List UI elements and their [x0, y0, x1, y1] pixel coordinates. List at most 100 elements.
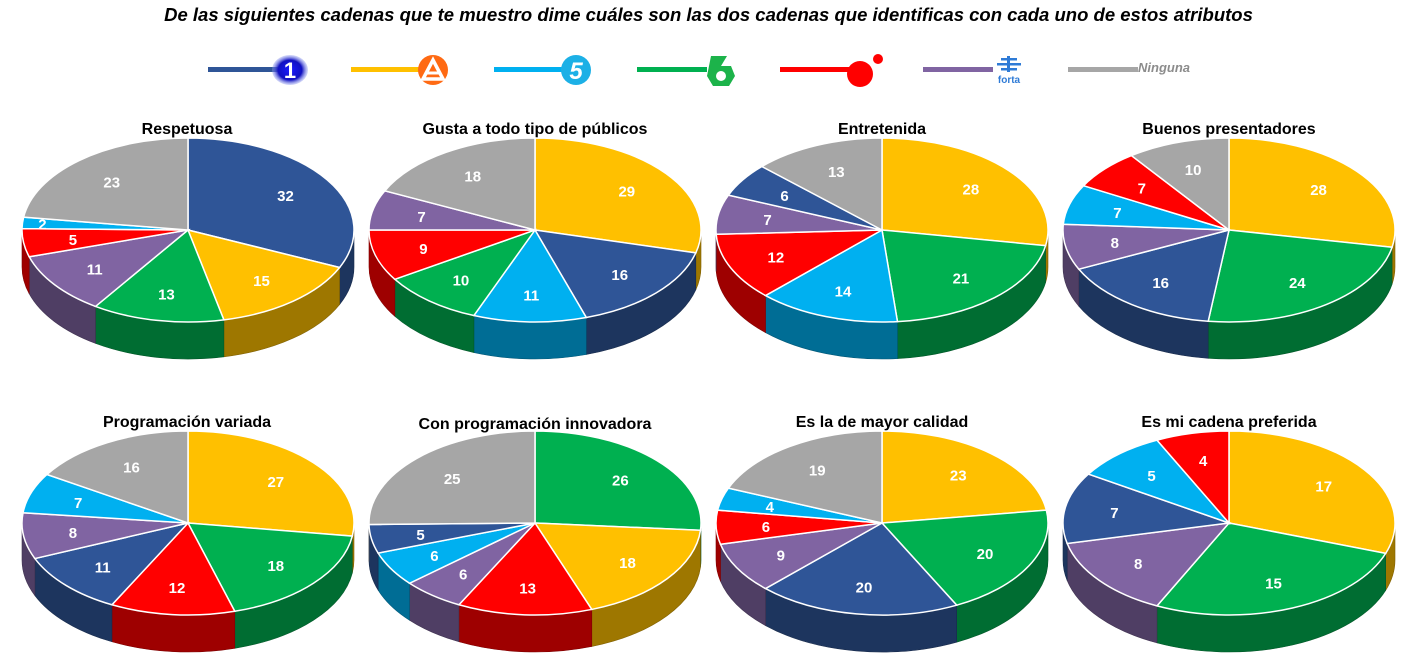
pie-label-ninguna: 10 — [1185, 162, 1202, 179]
legend-line-la1 — [208, 67, 278, 72]
pie-label-la1: 5 — [416, 527, 424, 544]
pie-label-la1: 7 — [1110, 505, 1118, 522]
pie-label-la1: 32 — [277, 188, 294, 205]
pie-label-forta: 8 — [1111, 235, 1119, 252]
svg-text:5: 5 — [569, 58, 583, 85]
la1-logo-icon: 1 — [272, 55, 308, 85]
pie-slice-ninguna — [368, 430, 536, 526]
pie-slice-a3 — [186, 228, 341, 321]
pie-label-cuatro: 12 — [768, 249, 785, 266]
pie-slice-la6 — [186, 522, 354, 613]
pie-label-cuatro: 5 — [69, 232, 77, 249]
pie-label-ninguna: 25 — [444, 471, 461, 488]
pie-title-preferida: Es mi cadena preferida — [1141, 414, 1317, 431]
pie-label-forta: 8 — [1134, 556, 1142, 573]
pie-label-ninguna: 23 — [103, 174, 120, 191]
pie-label-a3: 23 — [950, 467, 967, 484]
pie-label-la6: 21 — [953, 270, 970, 287]
legend-line-la6 — [637, 67, 707, 72]
pie-label-forta: 8 — [69, 525, 77, 542]
pie-label-la1: 11 — [95, 560, 111, 577]
pie-label-t5: 5 — [1147, 468, 1155, 485]
pie-chart-4: 27 18 12 11 8 7 16 — [21, 430, 355, 653]
pie-label-ninguna: 18 — [464, 169, 481, 186]
pie-label-cuatro: 4 — [1199, 453, 1208, 470]
pie-slice-la6 — [393, 228, 537, 317]
pie-label-forta: 7 — [763, 212, 771, 229]
pie-label-la1: 6 — [780, 188, 788, 205]
svg-text:1: 1 — [284, 58, 296, 83]
pie-label-forta: 11 — [87, 261, 103, 278]
pie-title-presentadores: Buenos presentadores — [1142, 121, 1316, 138]
pie-sides — [1062, 229, 1396, 360]
pie-label-a3: 15 — [253, 273, 270, 290]
pie-label-ninguna: 19 — [809, 463, 826, 480]
pie-title-entretenida: Entretenida — [837, 121, 926, 138]
legend-line-t5 — [494, 67, 564, 72]
pie-slice-la1 — [763, 522, 959, 616]
pie-chart-1: 29 16 11 10 9 7 18 — [368, 137, 702, 360]
pie-slice-t5 — [472, 228, 588, 323]
legend-line-forta — [923, 67, 993, 72]
pie-slice-a3 — [534, 137, 702, 254]
pie-label-t5: 11 — [523, 287, 539, 304]
pie-label-t5: 7 — [1113, 205, 1121, 222]
pie-label-cuatro: 12 — [169, 580, 186, 597]
forta-logo-text: forta — [998, 75, 1021, 86]
pie-label-la6: 15 — [1265, 575, 1282, 592]
pie-slice-cuatro — [457, 521, 594, 616]
pie-slice-cuatro — [1155, 430, 1230, 526]
pie-sides — [715, 522, 1049, 653]
legend: 1 5 — [0, 48, 1417, 92]
pie-slice-la6 — [534, 430, 702, 532]
pie-label-la6: 20 — [977, 546, 994, 563]
forta-logo-icon: forta — [997, 56, 1021, 86]
pie-slice-t5 — [1086, 439, 1232, 525]
pie-label-la1: 20 — [856, 580, 873, 597]
pie-chart-0: 32 15 13 11 5 2 23 — [21, 137, 355, 360]
pie-slice-a3 — [881, 137, 1049, 247]
pie-label-forta: 6 — [459, 567, 467, 584]
antena3-logo-icon — [418, 55, 448, 85]
pie-label-forta: 9 — [777, 548, 785, 565]
pie-slice-la1 — [533, 229, 697, 319]
pie-slice-la1 — [33, 521, 191, 606]
pie-slice-a3 — [1228, 137, 1396, 249]
pie-label-t5: 6 — [430, 548, 438, 565]
cuatro-logo-icon — [847, 54, 883, 87]
pie-chart-7: 17 15 8 7 5 4 — [1062, 430, 1396, 653]
pie-label-a3: 29 — [618, 184, 635, 201]
pie-slice-la6 — [94, 228, 225, 323]
pie-chart-3: 28 24 16 8 77 10 — [1062, 137, 1396, 360]
legend-line-ninguna — [1068, 67, 1138, 72]
pie-slice-cuatro — [368, 229, 536, 281]
pie-slice-la6 — [1155, 522, 1387, 616]
pie-label-t5: 4 — [766, 499, 775, 516]
pie-slice-a3 — [1228, 430, 1396, 555]
pie-slice-a3 — [533, 522, 702, 611]
pie-slice-forta — [1066, 522, 1231, 607]
pie-label-a3: 28 — [963, 182, 980, 199]
pie-slice-la1 — [1062, 473, 1230, 545]
pie-slice-a3 — [187, 430, 355, 537]
pie-slice-t5 — [763, 228, 899, 323]
pie-slice-a3 — [881, 430, 1048, 524]
pie-label-a3: 18 — [619, 555, 636, 572]
pie-label-la6: 13 — [158, 286, 175, 303]
pie-title-innovadora: Con programación innovadora — [418, 416, 652, 433]
pie-label-a3: 17 — [1315, 479, 1332, 496]
pie-slice-cuatro — [715, 229, 883, 297]
pie-slice-ninguna — [760, 137, 883, 232]
pie-label-forta: 7 — [417, 209, 425, 226]
pie-chart-6: 23 20 20 96 4 19 — [715, 430, 1049, 653]
pie-slice-forta — [28, 228, 191, 308]
lasexta-logo-icon — [707, 56, 735, 86]
page-title: De las siguientes cadenas que te muestro… — [164, 4, 1253, 25]
telecinco-logo-icon: 5 — [561, 55, 591, 85]
pie-slice-ninguna — [45, 430, 189, 525]
pie-label-la6: 24 — [1289, 275, 1306, 292]
pie-slice-ninguna — [1129, 137, 1230, 232]
pie-label-ninguna: 13 — [828, 164, 845, 181]
